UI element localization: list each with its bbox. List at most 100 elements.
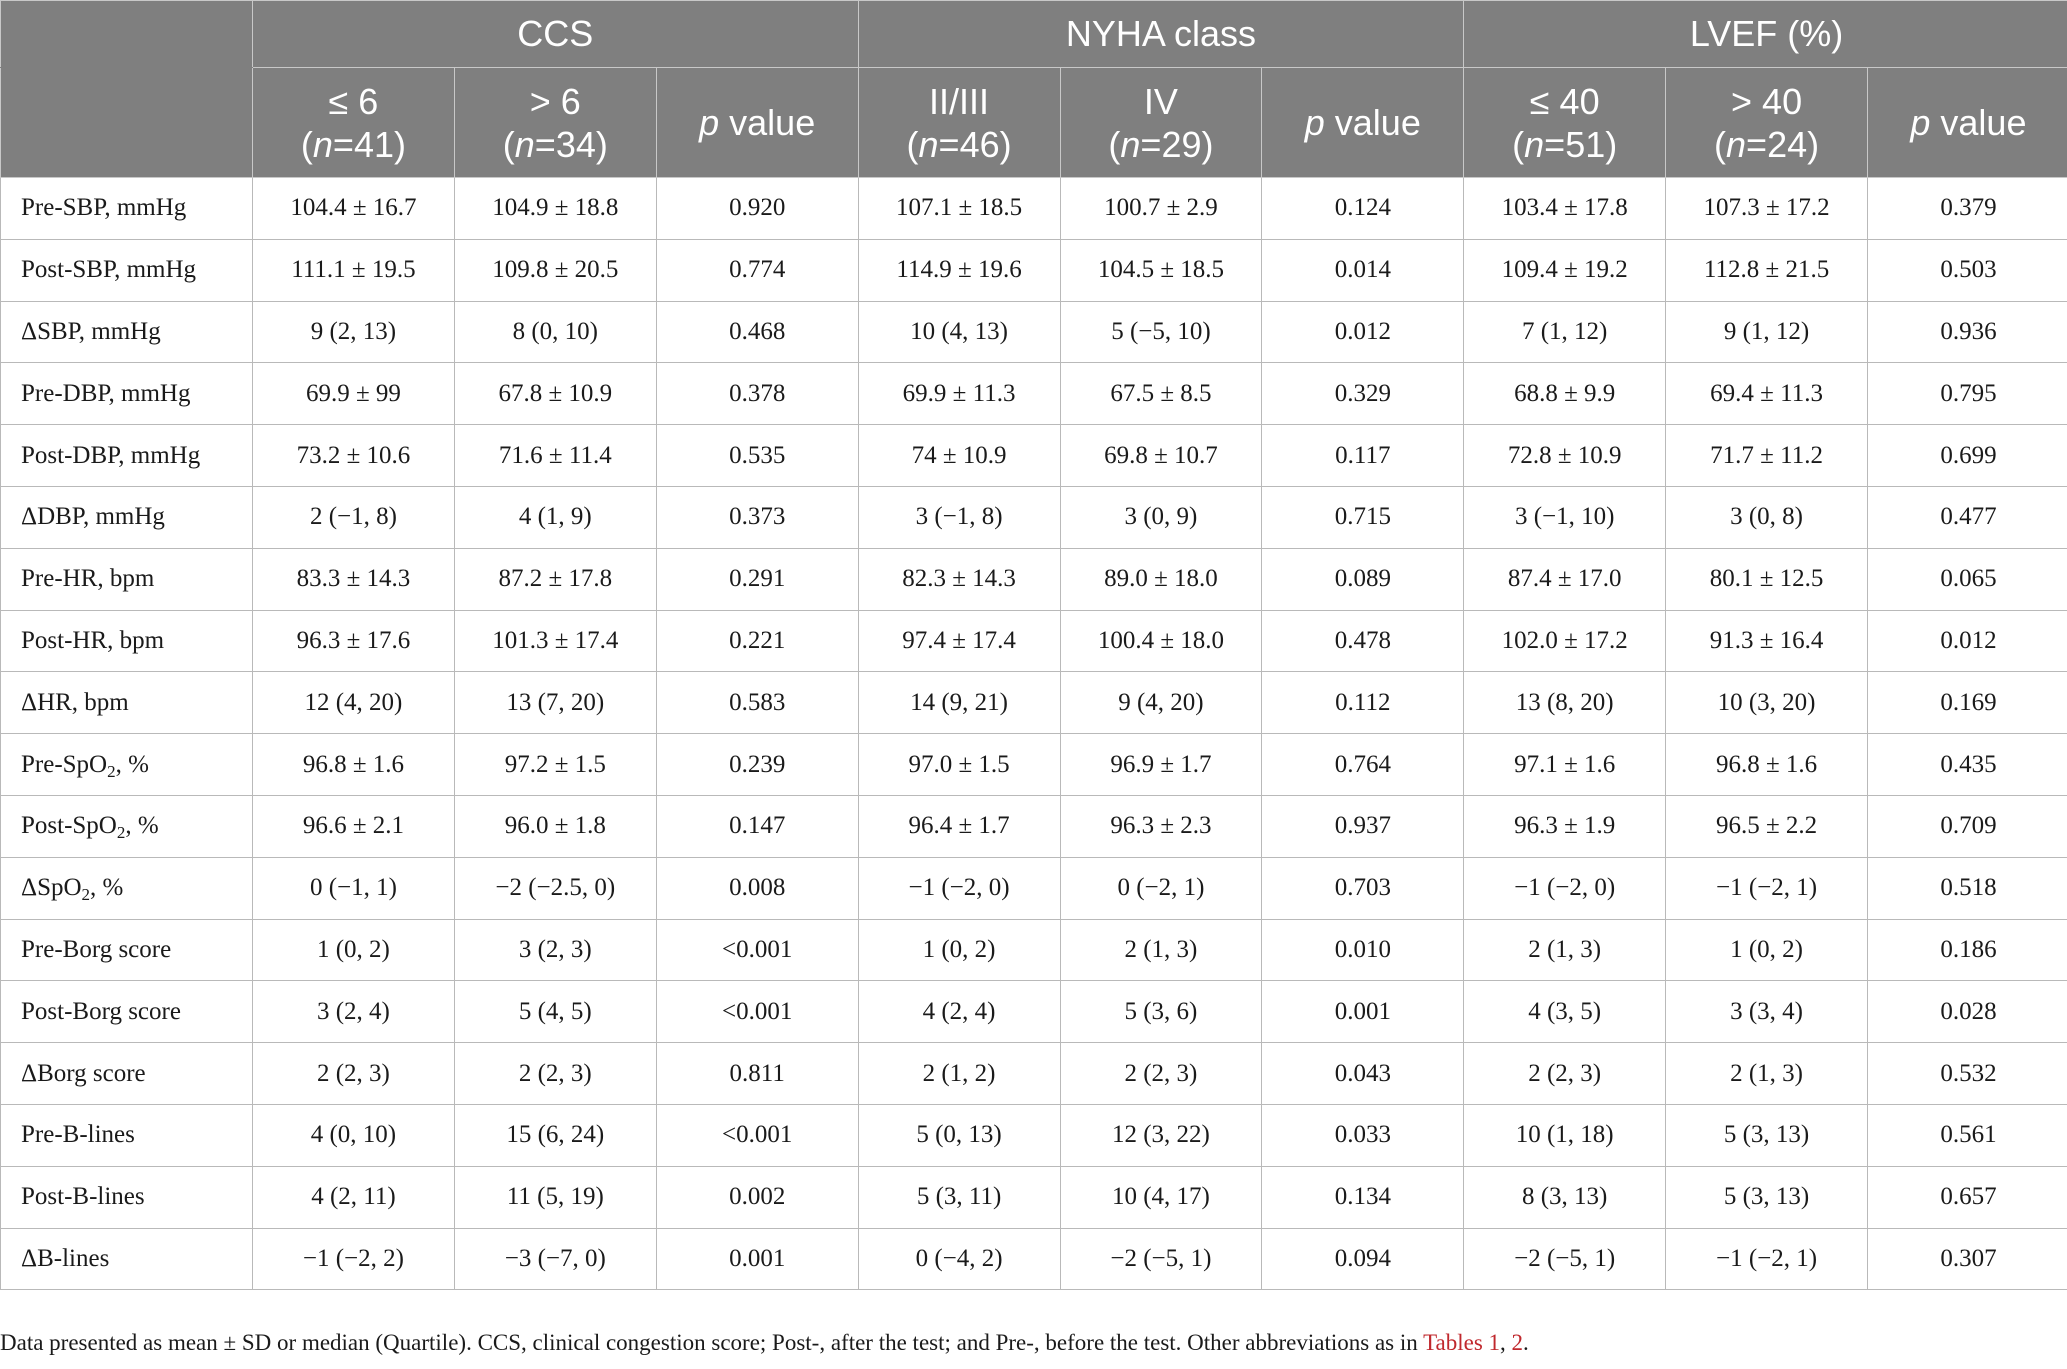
table-cell: 0.065 — [1867, 547, 2067, 611]
table-cell: 112.8 ± 21.5 — [1665, 238, 1868, 302]
table-cell: 0.147 — [655, 794, 859, 858]
table-cell: 69.4 ± 11.3 — [1665, 362, 1868, 426]
table-row: Post-SBP, mmHg 111.1 ± 19.5 109.8 ± 20.5 0.… — [0, 238, 2067, 302]
subheader-nyha-iv: IV (n=29) — [1059, 67, 1263, 178]
table-cell: −1 (−2, 1) — [1665, 856, 1868, 920]
table-cell: 2 (2, 3) — [1463, 1042, 1667, 1105]
table-row: Pre-Borg score 1 (0, 2) 3 (2, 3) <0.001 1 (0… — [0, 918, 2067, 982]
table-cell: 0.715 — [1261, 485, 1465, 549]
row-label: ΔSpO2, % — [0, 856, 253, 920]
footnote-link-table-1[interactable]: Tables 1 — [1423, 1330, 1501, 1355]
subheader-nyha-p-value: p value — [1261, 67, 1465, 178]
table-cell: 83.3 ± 14.3 — [252, 547, 455, 611]
table-cell: 87.2 ± 17.8 — [453, 547, 657, 611]
row-label-text: Pre-HR, bpm — [21, 565, 155, 593]
table-cell: 2 (2, 3) — [252, 1042, 455, 1105]
table-cell: 0.703 — [1261, 856, 1465, 920]
header-corner-cell-lower — [0, 67, 253, 178]
subheader-line: > 40 — [1731, 80, 1803, 122]
n-value: =51) — [1544, 123, 1618, 165]
subheader-n-line: (n=46) — [859, 123, 1060, 166]
table-cell: 4 (1, 9) — [453, 485, 657, 549]
subheader-n-line: (n=51) — [1464, 123, 1665, 166]
row-label-unit: , % — [125, 812, 159, 840]
table-cell: 5 (3, 13) — [1665, 1103, 1868, 1167]
row-label-subscript: 2 — [116, 823, 126, 843]
table-cell: −1 (−2, 1) — [1665, 1227, 1868, 1291]
table-cell: 12 (3, 22) — [1059, 1103, 1263, 1167]
row-label: Pre-Borg score — [0, 918, 253, 982]
table-cell: 0 (−1, 1) — [252, 856, 455, 920]
table-cell: 100.4 ± 18.0 — [1059, 609, 1263, 673]
table-cell: 3 (0, 9) — [1059, 485, 1263, 549]
table-cell: −2 (−5, 1) — [1463, 1227, 1667, 1291]
subheader-line: II/III — [929, 80, 990, 122]
table-cell: 96.4 ± 1.7 — [857, 794, 1061, 858]
header-group-ccs: CCS — [252, 0, 859, 68]
table-cell: 2 (1, 3) — [1665, 1042, 1868, 1105]
table-cell: 0.709 — [1867, 794, 2067, 858]
table-cell: 69.9 ± 11.3 — [857, 362, 1061, 426]
row-label-text: ΔB-lines — [21, 1244, 110, 1272]
row-label: Pre-DBP, mmHg — [0, 362, 253, 426]
table-cell: 10 (1, 18) — [1463, 1103, 1667, 1167]
table-cell: −1 (−2, 0) — [1463, 856, 1667, 920]
table-cell: 0.010 — [1261, 918, 1465, 982]
n-value: =29) — [1140, 123, 1214, 165]
table-cell: 0.307 — [1867, 1227, 2067, 1291]
table-cell: 0.134 — [1261, 1165, 1465, 1229]
table-cell: −1 (−2, 2) — [252, 1227, 455, 1291]
n-value: =34) — [534, 123, 608, 165]
table-cell: 2 (2, 3) — [453, 1042, 657, 1105]
row-label-subscript: 2 — [107, 761, 116, 781]
table-cell: 0.936 — [1867, 300, 2067, 364]
table-cell: 2 (−1, 8) — [252, 485, 455, 549]
n-symbol: n — [918, 123, 939, 165]
table-cell: 74 ± 10.9 — [857, 424, 1061, 487]
table-cell: 3 (−1, 10) — [1463, 485, 1667, 549]
table-cell: 0.937 — [1261, 794, 1465, 858]
n-value: =46) — [938, 123, 1012, 165]
header-group-lvef: LVEF (%) — [1463, 0, 2067, 68]
table-cell: 0.764 — [1261, 733, 1465, 796]
table-cell: 2 (2, 3) — [1059, 1042, 1263, 1105]
n-value: =24) — [1746, 123, 1820, 165]
table-cell: 109.8 ± 20.5 — [453, 238, 657, 302]
table-cell: 0.435 — [1867, 733, 2067, 796]
footnote-text: Data presented as mean ± SD or median (Q… — [0, 1330, 1424, 1355]
table-cell: 96.3 ± 2.3 — [1059, 794, 1263, 858]
table-cell: 0.012 — [1261, 300, 1465, 364]
table-cell: 0.012 — [1867, 609, 2067, 673]
footnote-link-table-2[interactable]: 2 — [1511, 1330, 1524, 1355]
table-cell: 10 (4, 17) — [1059, 1165, 1263, 1229]
table-cell: 0.699 — [1867, 424, 2067, 487]
table-row: ΔDBP, mmHg 2 (−1, 8) 4 (1, 9) 0.373 3 (−1, 8… — [0, 485, 2067, 549]
n-prefix: ( — [906, 123, 919, 165]
p-symbol: p — [1304, 102, 1325, 143]
table-cell: 97.1 ± 1.6 — [1463, 733, 1667, 796]
table-cell: 109.4 ± 19.2 — [1463, 238, 1667, 302]
table-cell: 0.239 — [655, 733, 859, 796]
table-cell: 96.8 ± 1.6 — [252, 733, 455, 796]
table-row: ΔSpO2, % 0 (−1, 1) −2 (−2.5, 0) 0.008 −1 (−2… — [0, 856, 2067, 920]
row-label-text: Pre-SpO — [21, 750, 108, 778]
table-row: Pre-HR, bpm 83.3 ± 14.3 87.2 ± 17.8 0.291 82… — [0, 547, 2067, 611]
table-cell: 0.094 — [1261, 1227, 1465, 1291]
n-prefix: ( — [1108, 123, 1121, 165]
row-label-text: Post-SBP, mmHg — [21, 256, 197, 284]
table-cell: 5 (0, 13) — [857, 1103, 1061, 1167]
table-row: Post-HR, bpm 96.3 ± 17.6 101.3 ± 17.4 0.221… — [0, 609, 2067, 673]
table-cell: 104.4 ± 16.7 — [252, 177, 455, 240]
table-cell: 80.1 ± 12.5 — [1665, 547, 1868, 611]
table-cell: 5 (3, 11) — [857, 1165, 1061, 1229]
row-label: Post-SBP, mmHg — [0, 238, 253, 302]
table-cell: 5 (−5, 10) — [1059, 300, 1263, 364]
table-cell: 5 (4, 5) — [453, 980, 657, 1044]
results-table-container: CCS NYHA class LVEF (%) ≤ 6 (n=41) > 6 (… — [0, 0, 2067, 1291]
row-label: ΔB-lines — [0, 1227, 253, 1291]
row-label: ΔHR, bpm — [0, 671, 253, 735]
table-cell: 1 (0, 2) — [252, 918, 455, 982]
table-cell: 0.518 — [1867, 856, 2067, 920]
table-cell: 10 (3, 20) — [1665, 671, 1868, 735]
n-value: =41) — [332, 123, 406, 165]
